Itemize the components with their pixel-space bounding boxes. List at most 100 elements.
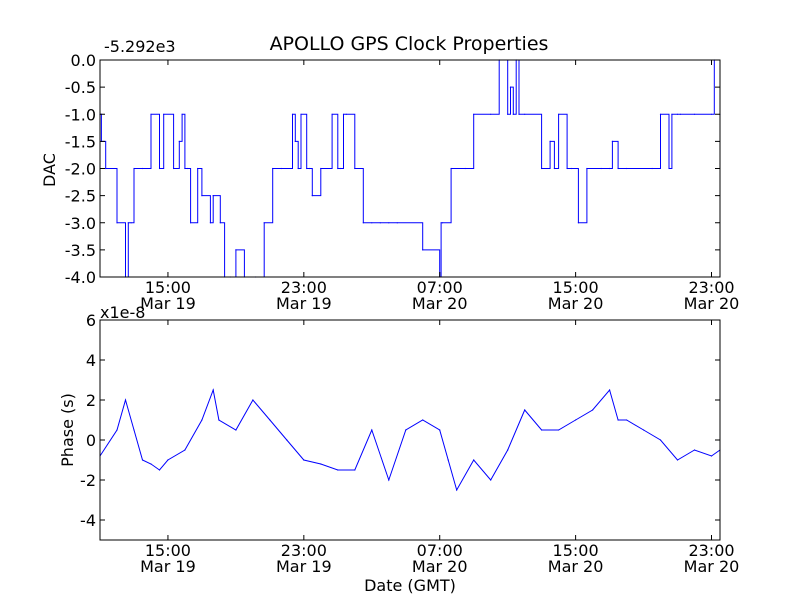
phase-data-point [626, 419, 628, 421]
dac-data-point [507, 113, 509, 115]
dac-data-point [518, 113, 520, 115]
phase-x-tick-date-label: Mar 20 [412, 557, 468, 576]
dac-data-point [566, 167, 568, 170]
dac-data-point [141, 167, 144, 170]
dac-data-point [235, 249, 237, 251]
dac-data-point [187, 167, 189, 170]
phase-y-tick-label: 6 [86, 311, 96, 330]
dac-data-point [354, 167, 356, 170]
phase-data-point [235, 429, 237, 431]
phase-plot-area [100, 320, 720, 540]
phase-data-point [541, 429, 543, 431]
dac-series-layer [99, 59, 721, 278]
dac-data-point [280, 167, 282, 170]
dac-data-point [340, 167, 342, 170]
dac-y-tick-label: -2.0 [65, 160, 96, 179]
dac-y-tick-label: -2.5 [65, 187, 96, 206]
phase-data-point [252, 399, 254, 401]
phase-data-point [524, 409, 526, 411]
dac-data-point [611, 140, 614, 142]
dac-data-point [197, 167, 199, 170]
phase-data-point [676, 459, 679, 461]
dac-data-point [342, 113, 345, 115]
phase-x-tick-time-label: 23:00 [688, 541, 734, 560]
dac-plot-area [100, 60, 720, 277]
phase-data-point [609, 389, 611, 391]
phase-data-point [405, 429, 407, 431]
phase-data-point [150, 463, 152, 465]
dac-data-point [133, 167, 135, 170]
dac-data-point [212, 195, 214, 197]
dac-data-point [105, 167, 107, 170]
dac-data-point [553, 167, 556, 170]
dac-data-point [586, 167, 588, 170]
dac-data-point [116, 222, 118, 224]
dac-data-point [331, 113, 333, 115]
dac-data-point [440, 222, 442, 224]
phase-data-point [141, 459, 144, 461]
phase-series-line [99, 388, 721, 492]
phase-data-point [201, 419, 203, 421]
phase-data-point [456, 489, 458, 491]
phase-x-tick-time-label: 15:00 [553, 541, 599, 560]
dac-data-point [379, 222, 381, 224]
phase-x-tick-time-label: 07:00 [417, 541, 463, 560]
dac-x-tick-time-label: 23:00 [281, 278, 327, 297]
dac-data-point [609, 167, 611, 170]
phase-data-point [447, 459, 449, 461]
dac-data-point [345, 113, 347, 115]
dac-data-point [306, 167, 308, 170]
dac-data-point [396, 222, 398, 224]
dac-x-tick-time-label: 07:00 [417, 278, 463, 297]
dac-data-point [272, 167, 274, 170]
phase-x-tick-date-label: Mar 19 [276, 557, 332, 576]
phase-data-point [659, 439, 662, 441]
dac-x-tick-date-label: Mar 20 [548, 294, 604, 313]
phase-data-point [490, 479, 492, 481]
phase-data-point [218, 419, 220, 421]
phase-x-tick-date-label: Mar 19 [140, 557, 196, 576]
phase-data-point [337, 469, 339, 471]
dac-data-point [473, 113, 475, 115]
phase-data-point [388, 479, 390, 481]
dac-data-point [362, 222, 364, 224]
dac-data-point [190, 222, 192, 224]
dac-data-point [263, 222, 265, 224]
phase-data-point [617, 419, 619, 421]
dac-data-point [181, 113, 183, 115]
phase-data-point [354, 469, 356, 471]
phase-data-point [693, 449, 696, 451]
phase-x-tick-time-label: 23:00 [281, 541, 327, 560]
dac-data-point [219, 222, 221, 224]
phase-data-point [320, 463, 322, 465]
phase-data-point [558, 429, 560, 431]
dac-data-point [464, 167, 466, 170]
phase-y-tick-label: 2 [86, 391, 96, 410]
dac-data-point [158, 167, 161, 170]
phase-data-point [133, 429, 135, 431]
dac-data-point [300, 113, 302, 115]
dac-data-point [600, 167, 602, 170]
dac-data-point [371, 222, 373, 224]
dac-data-point [291, 113, 294, 115]
dac-data-point [651, 167, 653, 170]
dac-data-point [201, 195, 203, 197]
dac-data-point [294, 140, 296, 142]
dac-y-tick-label: 0.0 [71, 51, 96, 70]
phase-x-tick-date-label: Mar 20 [684, 557, 740, 576]
dac-x-tick-date-label: Mar 20 [412, 294, 468, 313]
dac-data-point [679, 113, 682, 115]
dac-data-point [337, 167, 339, 170]
dac-x-tick-date-label: Mar 20 [684, 294, 740, 313]
dac-data-point [710, 113, 713, 115]
phase-x-tick-time-label: 15:00 [145, 541, 191, 560]
dac-ticks-layer: 0.0 -0.5 -1.0 -1.5 -2.0 -2.5 -3.0 -3.5 -4.0 15:00… [65, 51, 740, 313]
dac-x-tick-time-label: 23:00 [688, 278, 734, 297]
dac-data-point [178, 140, 180, 142]
dac-data-point [676, 113, 679, 115]
dac-data-point [422, 249, 424, 251]
dac-data-point [693, 113, 696, 115]
